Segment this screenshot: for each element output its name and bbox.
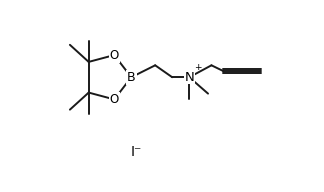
Text: O: O (110, 49, 119, 62)
Text: B: B (127, 71, 136, 84)
Text: N: N (184, 71, 194, 84)
Text: O: O (110, 93, 119, 106)
Text: +: + (194, 63, 202, 72)
Text: I⁻: I⁻ (131, 145, 142, 159)
